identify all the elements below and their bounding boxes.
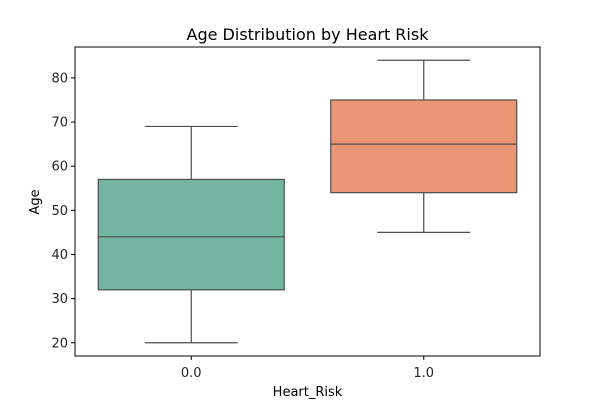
y-tick-label: 80 (51, 71, 68, 86)
y-tick-label: 70 (51, 116, 68, 131)
box-0.0 (97, 125, 285, 344)
y-axis-label: Age (28, 189, 43, 214)
iqr-box (97, 178, 285, 291)
x-tick-label: 1.0 (413, 366, 434, 381)
x-axis-label: Heart_Risk (273, 385, 343, 400)
box-1.0 (330, 59, 518, 233)
iqr-box (330, 99, 518, 194)
y-tick-label: 30 (51, 292, 68, 307)
plot-frame (74, 46, 541, 357)
x-tick-label: 0.0 (181, 366, 202, 381)
y-tick-label: 20 (51, 336, 68, 351)
y-tick-label: 40 (51, 248, 68, 263)
x-axis: 0.0 1.0 (181, 356, 434, 381)
y-axis: 20 30 40 50 60 70 80 (51, 71, 75, 351)
box-series (97, 59, 518, 344)
y-tick-label: 60 (51, 160, 68, 175)
chart-title: Age Distribution by Heart Risk (187, 25, 430, 44)
y-tick-label: 50 (51, 204, 68, 219)
